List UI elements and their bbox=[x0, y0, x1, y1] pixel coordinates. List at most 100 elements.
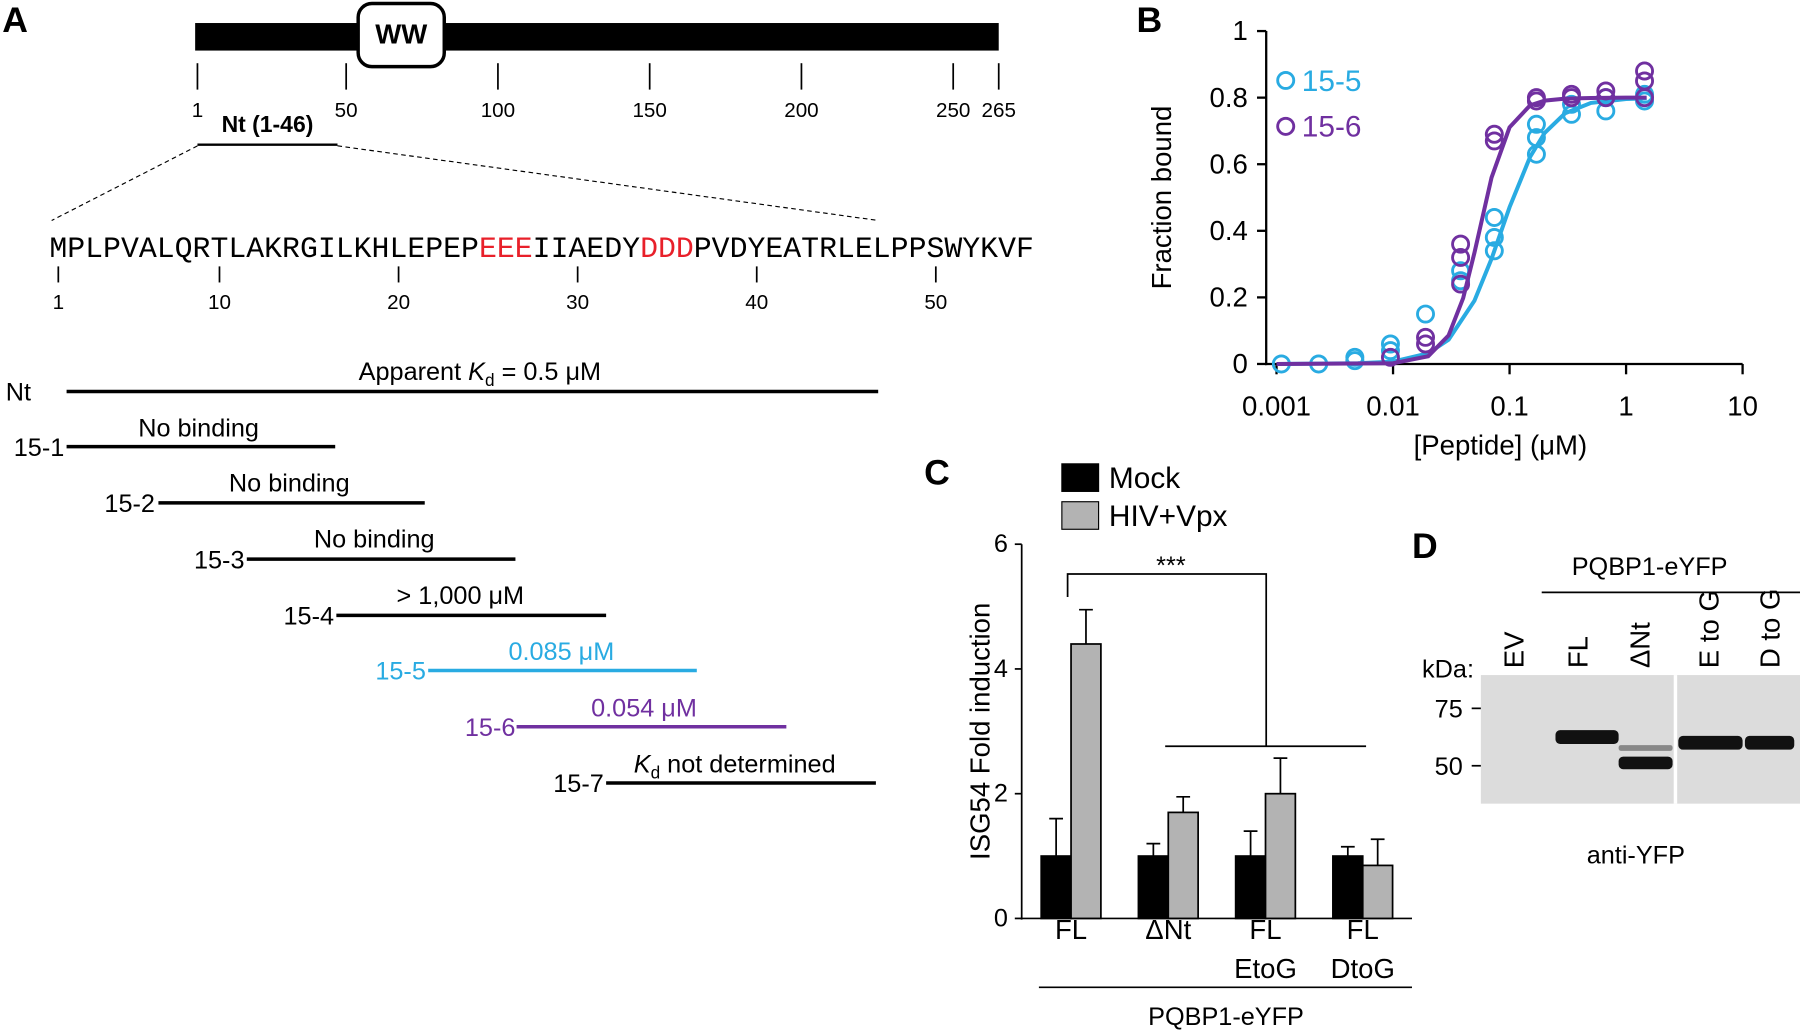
sequence-tick-label: 20 bbox=[387, 291, 410, 314]
peptide-label: 0.054 μM bbox=[591, 694, 697, 722]
blot-divider bbox=[1673, 675, 1678, 804]
x-axis-label: [Peptide] (μM) bbox=[1414, 430, 1588, 461]
y-tick-label: 6 bbox=[994, 530, 1008, 558]
unit-label: kDa: bbox=[1422, 655, 1474, 683]
ww-domain bbox=[356, 1, 446, 69]
data-point bbox=[1380, 341, 1400, 361]
ruler-tick-label: 100 bbox=[481, 99, 515, 122]
zoom-line bbox=[337, 145, 879, 222]
data-point bbox=[1635, 61, 1655, 81]
y-tick-label: 4 bbox=[994, 655, 1008, 683]
significance-bracket bbox=[1066, 573, 1367, 748]
data-point bbox=[1416, 304, 1435, 324]
x-tick-label: EtoG bbox=[1234, 953, 1297, 984]
group-label: PQBP1-eYFP bbox=[1148, 1003, 1304, 1031]
peptide-name: 15-2 bbox=[104, 490, 155, 518]
y-tick-label: 2 bbox=[994, 780, 1008, 808]
fit-line bbox=[1276, 95, 1647, 366]
error-bar bbox=[1146, 842, 1161, 857]
x-tick-label: DtoG bbox=[1331, 953, 1395, 984]
data-point bbox=[1451, 247, 1471, 267]
peptide-name: 15-3 bbox=[194, 546, 245, 574]
antibody-label: anti-YFP bbox=[1587, 841, 1685, 869]
ruler-tick-label: 200 bbox=[784, 99, 818, 122]
error-bar bbox=[1176, 795, 1191, 813]
label-part: K bbox=[634, 751, 652, 779]
data-point bbox=[1526, 128, 1546, 148]
lane-label: ΔNt bbox=[1625, 622, 1656, 668]
peptide-label: No binding bbox=[138, 414, 259, 442]
lane-label: D to G bbox=[1754, 589, 1785, 669]
sequence-tick-label: 40 bbox=[745, 291, 768, 314]
legend-marker bbox=[1276, 116, 1296, 136]
error-bar bbox=[1340, 845, 1355, 857]
x-tick-label: 1 bbox=[1618, 391, 1633, 422]
bar bbox=[1332, 855, 1364, 920]
panel-label: A bbox=[2, 0, 28, 40]
sequence-tick-label: 1 bbox=[53, 291, 65, 314]
y-tick-label: 0.4 bbox=[1210, 215, 1248, 246]
panel-label: D bbox=[1412, 526, 1438, 566]
blot-header: PQBP1-eYFP bbox=[1572, 553, 1728, 581]
panel-a: A WW Nt (1-46) MPLPVALQRTLAKRGILKHLEPEPE… bbox=[2, 0, 1034, 798]
sequence-part: IIAEDY bbox=[533, 232, 640, 266]
label-part: K bbox=[468, 358, 486, 386]
ruler-tick-label: 150 bbox=[632, 99, 666, 122]
band bbox=[1555, 730, 1619, 744]
peptide-label: Kd not determined bbox=[634, 751, 836, 783]
bar bbox=[1167, 811, 1199, 920]
bar bbox=[1234, 855, 1267, 920]
band bbox=[1744, 735, 1795, 750]
data-point bbox=[1484, 241, 1504, 261]
peptide-label: Apparent Kd = 0.5 μM bbox=[359, 358, 601, 390]
peptide-name: 15-6 bbox=[465, 714, 516, 742]
panel-label: C bbox=[924, 453, 950, 493]
peptide-label: No binding bbox=[229, 469, 350, 497]
domain-label: WW bbox=[375, 19, 427, 50]
y-tick-label: 0 bbox=[1233, 348, 1248, 379]
data-point bbox=[1451, 274, 1471, 294]
sequence-part: EEE bbox=[479, 232, 533, 266]
bar bbox=[1264, 792, 1297, 920]
data-point bbox=[1484, 227, 1504, 247]
label-part: Apparent bbox=[359, 358, 468, 386]
band bbox=[1618, 745, 1673, 751]
bar bbox=[1040, 855, 1072, 920]
peptide-label: 0.085 μM bbox=[508, 638, 614, 666]
marker-label: 50 bbox=[1435, 753, 1463, 781]
panel-c: C ISG54 Fold induction *** PQBP1-eYFP 0 2… bbox=[924, 453, 1412, 1031]
data-point bbox=[1596, 88, 1616, 108]
annotation: *** bbox=[1156, 552, 1186, 580]
data-point bbox=[1416, 327, 1435, 347]
peptide-label: > 1,000 μM bbox=[397, 582, 525, 610]
legend-label: 15-5 bbox=[1302, 65, 1362, 98]
bar bbox=[1070, 643, 1102, 920]
data-point bbox=[1526, 88, 1546, 108]
label-part: d bbox=[651, 762, 661, 782]
y-axis-label: ISG54 Fold induction bbox=[965, 603, 996, 860]
protein-bar bbox=[195, 23, 999, 51]
data-point bbox=[1416, 334, 1435, 354]
band bbox=[1678, 735, 1743, 750]
y-tick-label: 1 bbox=[1233, 15, 1248, 46]
sequence-part: MPLPVALQRTLAKRGILKHLEPEP bbox=[49, 232, 479, 266]
y-tick-label: 0 bbox=[994, 904, 1008, 932]
sequence: MPLPVALQRTLAKRGILKHLEPEPEEEIIAEDYDDDPVDY… bbox=[49, 232, 1034, 266]
panel-label: B bbox=[1136, 0, 1162, 40]
label-part: not determined bbox=[660, 751, 835, 779]
zoom-line bbox=[51, 145, 198, 221]
error-bar bbox=[1370, 838, 1385, 866]
sequence-part: DDD bbox=[640, 232, 694, 266]
error-bar bbox=[1243, 830, 1258, 857]
ruler-tick-label: 250 bbox=[936, 99, 970, 122]
data-point bbox=[1635, 71, 1655, 91]
peptide-name: 15-4 bbox=[284, 603, 335, 631]
error-bar bbox=[1049, 817, 1064, 857]
sequence-tick-label: 50 bbox=[924, 291, 947, 314]
data-point bbox=[1596, 101, 1616, 121]
error-bar bbox=[1273, 757, 1288, 794]
label-part: d bbox=[485, 370, 495, 390]
data-point bbox=[1484, 131, 1504, 151]
